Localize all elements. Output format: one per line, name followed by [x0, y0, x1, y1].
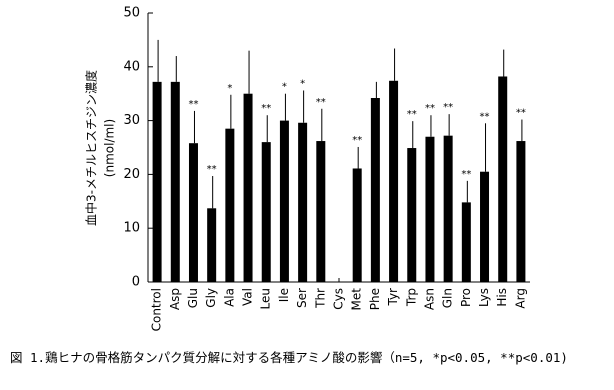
bar — [316, 141, 326, 282]
significance-mark: ** — [188, 99, 198, 110]
significance-mark: ** — [480, 111, 490, 122]
y-tick-label: 10 — [123, 221, 140, 236]
bar — [389, 80, 399, 283]
x-tick-label: Phe — [368, 288, 382, 310]
bar — [188, 143, 198, 282]
significance-mark: ** — [407, 109, 417, 120]
x-tick-label: Tyr — [386, 288, 400, 307]
bar — [443, 135, 453, 282]
bar — [352, 168, 362, 282]
significance-mark: * — [227, 83, 232, 94]
bar — [425, 136, 435, 282]
y-tick-label: 20 — [123, 167, 140, 182]
bar — [461, 202, 471, 282]
x-tick-label: Met — [350, 288, 364, 311]
bar — [152, 81, 162, 282]
x-tick-label: Lys — [477, 288, 491, 307]
bar — [170, 81, 180, 282]
y-axis-label: 血中3-メチルヒスチジン濃度 — [84, 70, 99, 226]
chart: 血中3-メチルヒスチジン濃度 (nmol/ml) 0 10 20 30 40 50 Cont… — [84, 6, 530, 331]
significance-mark: ** — [261, 103, 271, 114]
y-tick-label: 0 — [132, 275, 140, 290]
bar — [516, 141, 526, 282]
bar — [279, 120, 289, 282]
x-tick-label: Asp — [168, 288, 182, 310]
x-tick-label: Ile — [277, 288, 291, 302]
y-tick-label: 50 — [123, 6, 140, 21]
x-tick-label: Arg — [513, 288, 527, 309]
significance-mark: ** — [425, 103, 435, 114]
x-tick-label: His — [495, 288, 509, 307]
significance-mark: ** — [443, 102, 453, 113]
y-tick-label: 40 — [123, 59, 140, 74]
y-axis-unit: (nmol/ml) — [103, 119, 117, 177]
bar — [498, 76, 508, 282]
x-tick-label: Ser — [295, 288, 309, 308]
caption: 図 1.鶏ヒナの骨格筋タンパク質分解に対する各種アミノ酸の影響（n=5, *p<… — [10, 350, 568, 365]
bar — [407, 148, 417, 282]
significance-mark: ** — [461, 169, 471, 180]
y-tick-label: 30 — [123, 113, 140, 128]
bar — [370, 98, 380, 282]
x-tick-label: Cys — [332, 288, 346, 310]
x-tick-label: Trp — [404, 288, 418, 307]
x-tick-label: Asn — [422, 288, 436, 310]
x-tick-label: Thr — [313, 288, 327, 309]
bar — [225, 128, 235, 282]
significance-mark: ** — [352, 135, 362, 146]
significance-mark: * — [300, 78, 305, 89]
x-tick-label: Control — [150, 288, 164, 331]
bar — [207, 208, 217, 282]
bar — [261, 142, 271, 282]
x-tick-label: Glu — [186, 288, 200, 308]
significance-mark: * — [282, 82, 287, 93]
x-tick-label: Ala — [222, 288, 236, 307]
x-tick-label: Gly — [204, 288, 218, 308]
significance-mark: ** — [516, 108, 526, 119]
significance-mark: ** — [316, 97, 326, 108]
x-tick-label: Pro — [459, 288, 473, 307]
x-tick-label: Leu — [259, 288, 273, 309]
bar — [298, 122, 308, 282]
significance-mark: ** — [207, 164, 217, 175]
bar — [480, 171, 490, 282]
bar — [243, 93, 253, 282]
x-tick-label: Val — [241, 288, 255, 306]
x-tick-label: Gln — [441, 288, 455, 308]
